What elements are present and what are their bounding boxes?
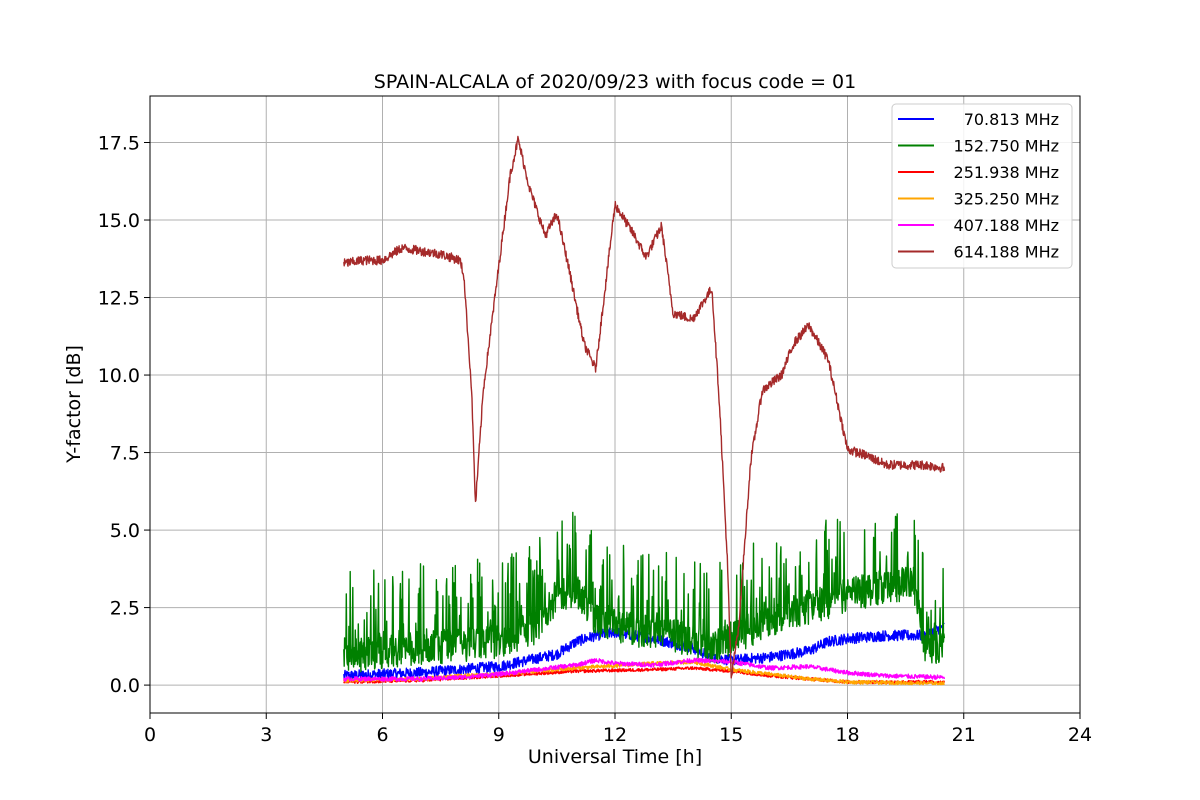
x-tick-label: 6 [376,724,388,746]
y-tick-label: 10.0 [98,365,140,387]
legend-label: 325.250 MHz [954,190,1059,209]
chart-title: SPAIN-ALCALA of 2020/09/23 with focus co… [374,71,856,93]
y-tick-label: 2.5 [110,598,140,620]
series-line-2 [343,511,946,673]
y-axis-ticks: 0.0 2.5 5.0 7.5 10.0 12.5 15.0 17.5 [98,133,150,697]
x-tick-label: 21 [952,724,976,746]
legend-box [891,103,1073,269]
x-tick-label: 3 [260,724,272,746]
legend-label: 614.188 MHz [954,243,1059,262]
x-tick-label: 9 [493,724,505,746]
y-tick-label: 12.5 [98,288,140,310]
x-tick-label: 24 [1068,724,1092,746]
legend-label: 152.750 MHz [954,137,1059,156]
x-tick-label: 15 [719,724,743,746]
legend: 70.813 MHz 152.750 MHz 251.938 MHz 325.250 … [891,103,1073,269]
series-line-6 [343,135,946,679]
x-tick-label: 0 [144,724,156,746]
y-tick-label: 7.5 [110,443,140,465]
legend-label: 407.188 MHz [954,216,1059,235]
legend-label: 70.813 MHz [964,110,1059,129]
x-tick-label: 18 [835,724,859,746]
y-tick-label: 15.0 [98,210,140,232]
legend-label: 251.938 MHz [954,163,1059,182]
y-axis-label: Y-factor [dB] [63,345,85,464]
x-axis-label: Universal Time [h] [528,746,702,768]
series-line-5 [343,657,946,682]
x-axis-ticks: 0 3 6 9 12 15 18 21 24 [144,713,1092,746]
y-tick-label: 5.0 [110,520,140,542]
y-tick-label: 17.5 [98,133,140,155]
y-tick-label: 0.0 [110,675,140,697]
x-tick-label: 12 [603,724,627,746]
series-layer [343,135,946,686]
